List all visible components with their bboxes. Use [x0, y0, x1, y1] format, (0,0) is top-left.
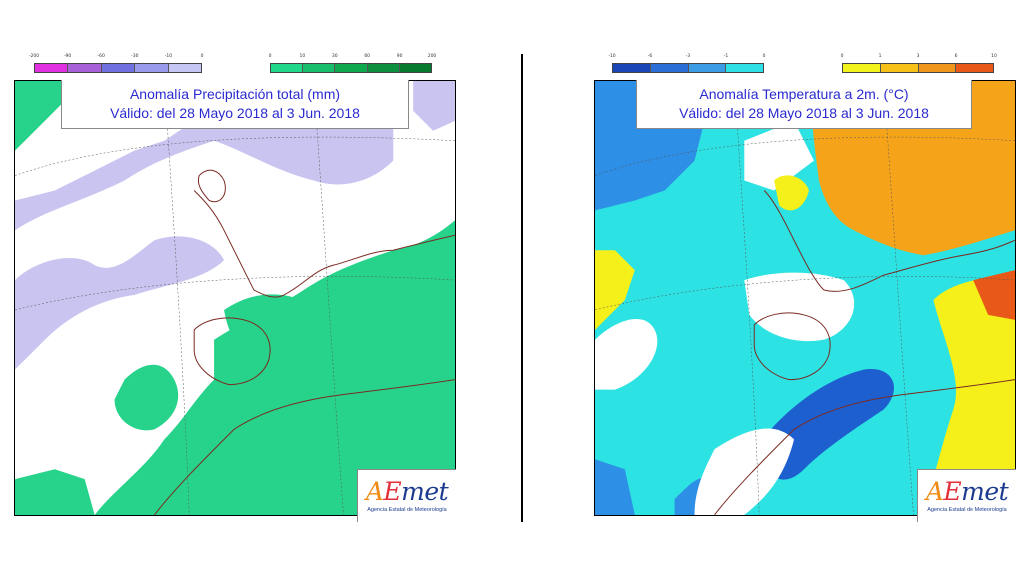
temp-neutral-area-north	[744, 120, 814, 191]
temperature-validity: Válido: del 28 Mayo 2018 al 3 Jun. 2018	[679, 105, 929, 121]
temp-negative-legend-swatch	[613, 64, 651, 72]
temp-negative-legend-swatch	[650, 64, 689, 72]
temp-positive-legend-tick: 0	[840, 54, 844, 59]
temperature-map	[594, 80, 1016, 516]
precipitation-map	[14, 80, 456, 516]
precip-positive-area-northwest	[15, 81, 75, 151]
temp-neutral-area-west	[595, 319, 658, 390]
precip-positive-area-west	[114, 364, 179, 431]
temp-warm-area-west	[595, 250, 635, 330]
precip-positive-legend-swatch	[335, 64, 368, 72]
precipitation-title: Anomalía Precipitación total (mm)	[129, 86, 341, 102]
precip-negative-legend-swatch	[168, 64, 202, 72]
temp-warm-area-east	[923, 270, 1015, 515]
precip-negative-legend-tick: -30	[131, 54, 139, 59]
precipitation-validity: Válido: del 28 Mayo 2018 al 3 Jun. 2018	[110, 105, 360, 121]
precipitation-map-graphic	[15, 81, 455, 515]
temp-positive-legend-tick: 3	[916, 54, 920, 59]
precipitation-title-box: Anomalía Precipitación total (mm) Válido…	[61, 80, 409, 129]
temp-neutral-area-iberia	[744, 272, 855, 342]
temperature-map-graphic	[595, 81, 1015, 515]
temp-positive-legend-tick: 10	[991, 54, 997, 59]
aemet-logo-subtitle: Agencia Estatal de Meteorología	[927, 507, 1007, 513]
temp-positive-legend-tick: 1	[878, 54, 882, 59]
temp-positive-legend-swatch	[956, 64, 993, 72]
precip-positive-area-iberia	[224, 294, 338, 367]
precip-positive-legend-tick: 10	[299, 54, 306, 59]
temperature-anomaly-panel: -10 -6 -3 -1 0 0 1 3 6 10	[594, 54, 1016, 522]
temp-blue-area-southwest	[595, 459, 635, 515]
precip-positive-legend-swatch	[367, 64, 400, 72]
precip-negative-legend-tick: -10	[164, 54, 173, 59]
precip-negative-legend-tick: -60	[97, 54, 105, 59]
precip-negative-area-northeast	[413, 81, 455, 131]
temp-positive-legend-swatch	[880, 64, 919, 72]
temp-negative-legend-tick: -1	[723, 54, 729, 59]
temp-negative-legend-tick: 0	[762, 54, 766, 59]
precip-negative-legend-tick: -200	[28, 54, 40, 59]
graticule-right	[595, 81, 1015, 515]
precipitation-anomaly-panel: -200 -90 -60 -30 -10 0 0 10 30 60 90 200 An	[14, 54, 456, 522]
temperature-title: Anomalía Temperatura a 2m. (°C)	[699, 86, 909, 102]
coastline-africa-right	[714, 379, 1015, 515]
precip-positive-legend-swatch	[303, 64, 336, 72]
temp-negative-legend-tick: -6	[647, 54, 653, 59]
panel-divider	[521, 54, 523, 522]
coastline-europe	[193, 190, 455, 298]
temp-negative-legend-tick: -3	[685, 54, 691, 59]
coastline-africa	[153, 379, 455, 515]
precip-negative-legend-swatch	[135, 64, 169, 72]
coastline-europe-right	[763, 190, 1015, 292]
aemet-logo-wordmark: AEmet	[925, 477, 1009, 506]
precipitation-negative-legend: -200 -90 -60 -30 -10 0	[29, 54, 204, 76]
aemet-logo-right: AEmet Agencia Estatal de Meteorología	[917, 469, 1016, 522]
temp-very-hot-area-east	[973, 270, 1015, 320]
temp-negative-legend-swatch	[726, 64, 763, 72]
aemet-logo-left: AEmet Agencia Estatal de Meteorología	[357, 469, 456, 522]
coastline-iberia-right	[753, 312, 831, 381]
temp-warm-area-britain	[774, 175, 809, 211]
precip-negative-area-atlantic	[15, 236, 225, 370]
temp-positive-legend-tick: 6	[954, 54, 958, 59]
temp-negative-legend-tick: -10	[608, 54, 616, 59]
precip-positive-legend-swatch	[271, 64, 304, 72]
precip-positive-area-med	[94, 220, 455, 515]
precip-positive-legend-tick: 0	[268, 54, 272, 59]
precip-negative-legend-tick: -90	[63, 54, 72, 59]
temperature-title-box: Anomalía Temperatura a 2m. (°C) Válido: …	[636, 80, 972, 129]
temp-negative-legend-swatch	[688, 64, 727, 72]
precip-positive-legend-tick: 60	[364, 54, 371, 59]
temp-neutral-area-africa	[694, 428, 795, 515]
temperature-negative-legend: -10 -6 -3 -1 0	[608, 54, 766, 76]
precip-negative-legend-swatch	[101, 64, 136, 72]
temperature-positive-legend: 0 1 3 6 10	[840, 54, 997, 76]
precip-positive-legend-swatch	[399, 64, 432, 72]
precip-positive-legend-tick: 200	[427, 54, 437, 59]
precip-negative-legend-swatch	[35, 64, 69, 72]
temp-positive-legend-swatch	[918, 64, 957, 72]
precip-negative-legend-swatch	[68, 64, 102, 72]
precipitation-positive-legend: 0 10 30 60 90 200	[268, 54, 436, 76]
precip-positive-legend-tick: 90	[396, 54, 403, 59]
aemet-logo-wordmark: AEmet	[365, 477, 449, 506]
precip-positive-area-southwest	[15, 469, 95, 515]
precip-positive-legend-tick: 30	[331, 54, 338, 59]
temp-positive-legend-swatch	[843, 64, 881, 72]
coastline-britain	[197, 169, 226, 203]
precip-negative-legend-tick: 0	[200, 54, 204, 59]
aemet-logo-subtitle: Agencia Estatal de Meteorología	[367, 507, 447, 513]
coastline-iberia	[193, 317, 271, 386]
